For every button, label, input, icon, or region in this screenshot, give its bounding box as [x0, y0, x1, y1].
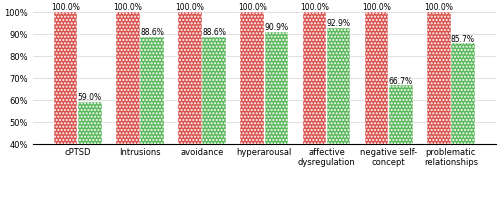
Bar [264, 33, 288, 206]
Text: 100.0%: 100.0% [238, 3, 266, 12]
Bar [78, 103, 102, 206]
Text: 90.9%: 90.9% [264, 23, 288, 32]
Bar [140, 38, 164, 206]
Bar [389, 86, 412, 206]
Text: 100.0%: 100.0% [362, 3, 391, 12]
Text: 100.0%: 100.0% [300, 3, 329, 12]
Bar [116, 13, 140, 206]
Text: 100.0%: 100.0% [114, 3, 142, 12]
Bar [54, 13, 78, 206]
Bar [427, 13, 450, 206]
Text: 66.7%: 66.7% [388, 76, 413, 85]
Text: 92.9%: 92.9% [326, 19, 350, 28]
Bar [327, 28, 350, 206]
Bar [240, 13, 264, 206]
Bar [451, 44, 475, 206]
Text: 88.6%: 88.6% [140, 28, 164, 37]
Bar [302, 13, 326, 206]
Bar [202, 38, 226, 206]
Bar [178, 13, 202, 206]
Text: 100.0%: 100.0% [424, 3, 453, 12]
Text: 88.6%: 88.6% [202, 28, 226, 37]
Text: 100.0%: 100.0% [51, 3, 80, 12]
Text: 59.0%: 59.0% [78, 93, 102, 102]
Text: 85.7%: 85.7% [451, 35, 475, 43]
Text: 100.0%: 100.0% [176, 3, 204, 12]
Bar [364, 13, 388, 206]
